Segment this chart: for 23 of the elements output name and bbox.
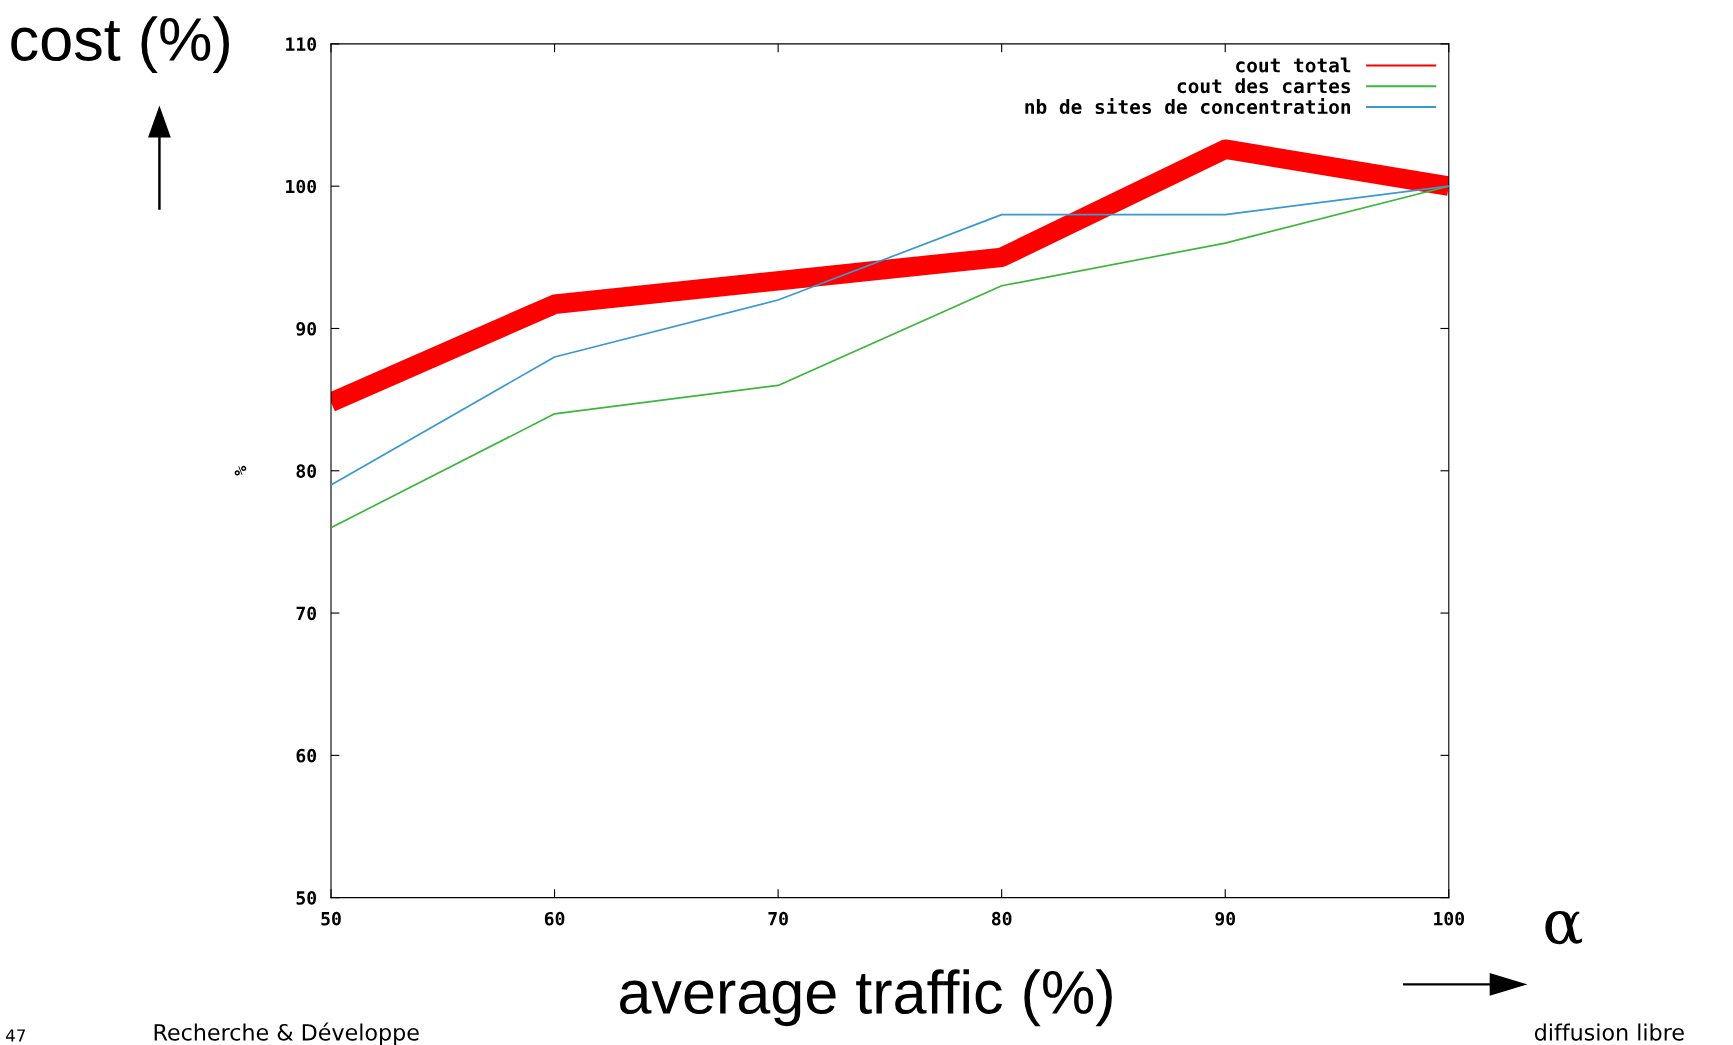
x-tick-label: 70 bbox=[768, 911, 788, 926]
x-tick-label: 50 bbox=[321, 911, 341, 926]
x-tick-label: 60 bbox=[544, 911, 565, 926]
x-tick-label: 80 bbox=[991, 911, 1012, 926]
text: 47 bbox=[6, 1029, 25, 1042]
legend-label: cout total bbox=[1236, 57, 1351, 73]
y-axis-title: % bbox=[234, 465, 247, 476]
y-tick-label: 90 bbox=[296, 321, 317, 336]
x-tick-label: 90 bbox=[1215, 911, 1236, 926]
y-tick-label: 100 bbox=[286, 179, 317, 194]
legend-label: cout des cartes bbox=[1177, 78, 1350, 94]
y-tick-label: 110 bbox=[286, 37, 317, 52]
legend-label: nb de sites de concentration bbox=[1025, 97, 1351, 115]
text: diffusion libre bbox=[1534, 1023, 1684, 1041]
text: α bbox=[1545, 910, 1582, 945]
text: Recherche & Développe bbox=[154, 1022, 419, 1045]
y-tick-label: 70 bbox=[296, 606, 317, 621]
y-tick-label: 50 bbox=[296, 891, 317, 905]
x-axis-title: average traffic (%) bbox=[620, 969, 1112, 1027]
x-tick-label: 100 bbox=[1434, 911, 1465, 926]
text: cost (%) bbox=[11, 16, 229, 74]
y-tick-label: 80 bbox=[296, 464, 317, 478]
y-tick-label: 60 bbox=[296, 748, 317, 763]
